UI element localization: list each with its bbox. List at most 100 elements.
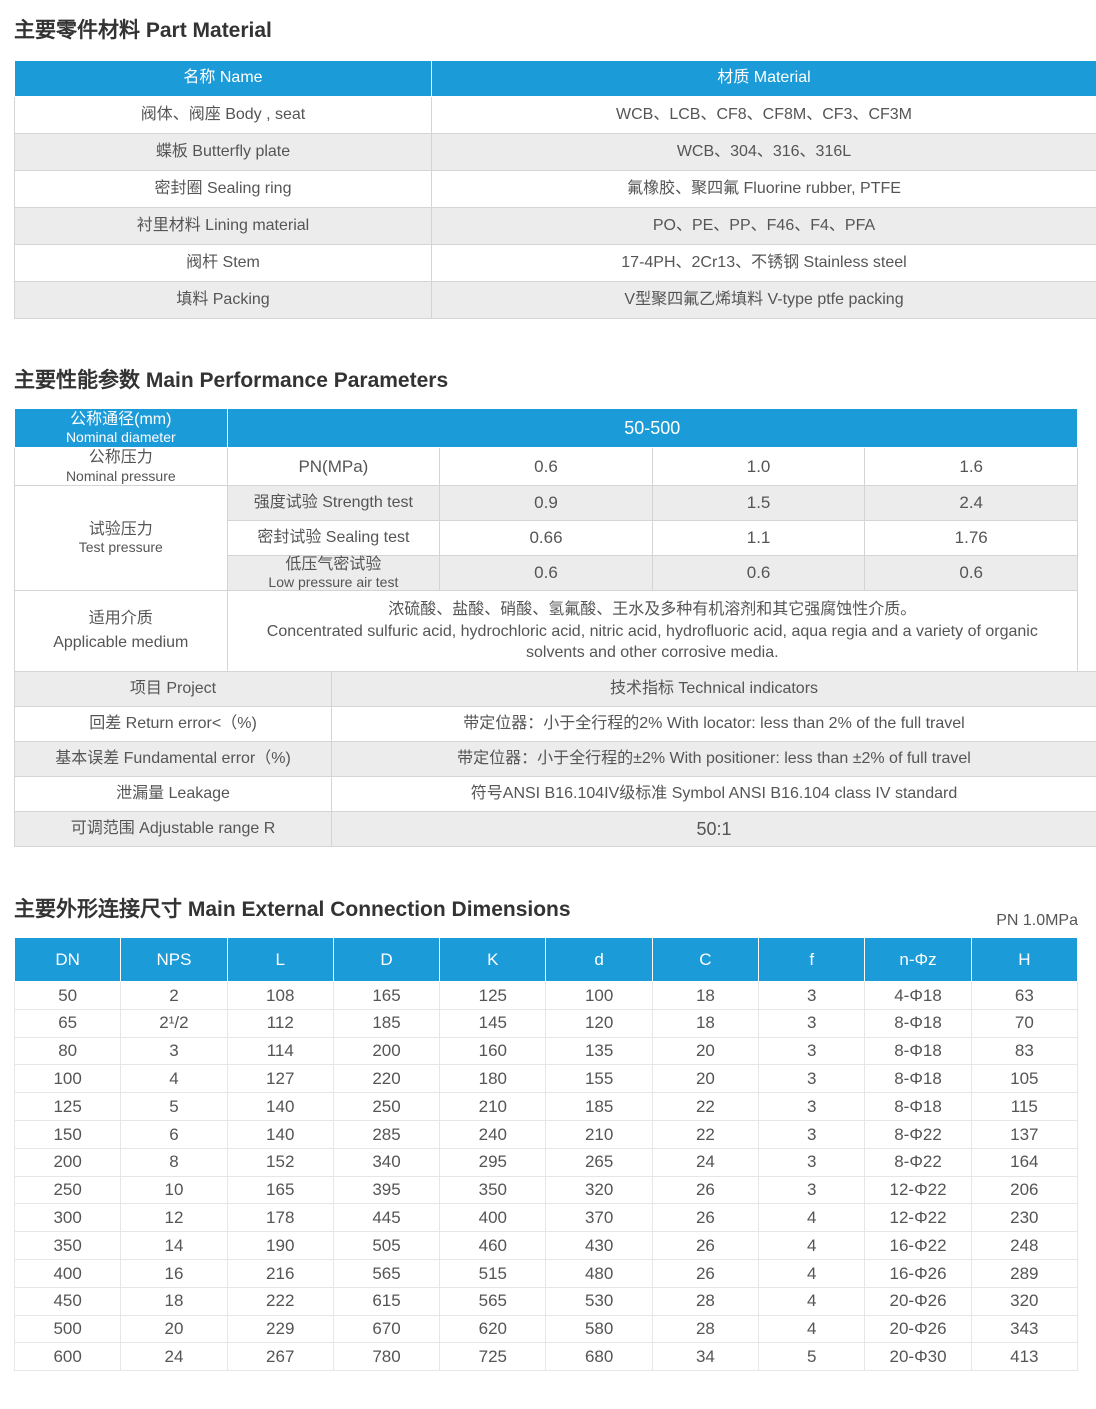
table-cell: 1.1 bbox=[651, 520, 866, 556]
table-cell: 413 bbox=[970, 1342, 1079, 1372]
table-cell: 蝶板 Butterfly plate bbox=[14, 133, 432, 171]
header-cell: f bbox=[758, 937, 866, 982]
table-cell: 8-Φ18 bbox=[864, 1064, 972, 1094]
table-cell: WCB、304、316、316L bbox=[431, 133, 1096, 171]
table-row: 400 16 216 565 515 480 26 4 16-Φ26 289 bbox=[13, 1258, 1079, 1288]
table-row: 65 2¹/2 112 185 145 120 18 3 8-Φ18 70 bbox=[13, 1008, 1079, 1038]
table-cell: 填料 Packing bbox=[14, 281, 432, 319]
header-row: 公称通径(mm) Nominal diameter 50-500 bbox=[14, 408, 1079, 448]
table-cell: 190 bbox=[226, 1231, 334, 1260]
table-row: 回差 Return error<（%) 带定位器：小于全行程的2% With lo… bbox=[14, 706, 1096, 742]
table-cell: 108 bbox=[226, 981, 334, 1010]
table-cell: 3 bbox=[758, 1092, 866, 1121]
table-cell: 65 bbox=[13, 1008, 122, 1038]
table-cell: 140 bbox=[226, 1092, 334, 1121]
table-cell: 50:1 bbox=[331, 811, 1096, 847]
table-cell: 185 bbox=[332, 1008, 441, 1038]
table-cell: 16-Φ26 bbox=[864, 1258, 972, 1288]
table-row: 250 10 165 395 350 320 26 3 12-Φ22 206 bbox=[13, 1175, 1079, 1205]
table-cell: 带定位器：小于全行程的±2% With positioner: less tha… bbox=[331, 741, 1096, 777]
header-cell: 公称通径(mm) Nominal diameter bbox=[14, 408, 228, 448]
table-cell: 530 bbox=[545, 1286, 653, 1316]
table-cell: 105 bbox=[970, 1064, 1079, 1094]
table-cell: 8-Φ18 bbox=[864, 1092, 972, 1121]
header-cell: 名称 Name bbox=[14, 60, 432, 97]
table-cell: 680 bbox=[545, 1342, 653, 1372]
table-cell: 267 bbox=[226, 1342, 334, 1372]
table-cell: 725 bbox=[439, 1342, 547, 1372]
cell-line: 浓硫酸、盐酸、硝酸、氢氟酸、王水及多种有机溶剂和其它强腐蚀性介质。 bbox=[388, 601, 917, 619]
table-cell: 580 bbox=[545, 1314, 653, 1344]
table-cell: 505 bbox=[332, 1231, 441, 1260]
table-row: 450 18 222 615 565 530 28 4 20-Φ26 320 bbox=[13, 1286, 1079, 1316]
table-cell: 20-Φ26 bbox=[864, 1314, 972, 1344]
header-cell: D bbox=[332, 937, 441, 982]
table-row: 项目 Project 技术指标 Technical indicators bbox=[14, 671, 1096, 707]
table-cell: 20 bbox=[651, 1064, 760, 1094]
table-cell: 350 bbox=[439, 1175, 547, 1205]
table-cell: 178 bbox=[226, 1203, 334, 1233]
table-cell: 216 bbox=[226, 1258, 334, 1288]
indicators-table: 项目 Project 技术指标 Technical indicators 回差 Re… bbox=[14, 671, 1096, 847]
table-cell: 2 bbox=[120, 981, 228, 1010]
table-cell: 5 bbox=[120, 1092, 228, 1121]
table-cell: WCB、LCB、CF8、CF8M、CF3、CF3M bbox=[431, 96, 1096, 134]
table-cell: 6 bbox=[120, 1119, 228, 1149]
table-cell: V型聚四氟乙烯填料 V-type ptfe packing bbox=[431, 281, 1096, 319]
table-cell: 343 bbox=[970, 1314, 1079, 1344]
table-cell: 125 bbox=[439, 981, 547, 1010]
table-cell: 20-Φ26 bbox=[864, 1286, 972, 1316]
table-cell: 240 bbox=[439, 1119, 547, 1149]
cell-line: Applicable medium bbox=[53, 634, 189, 652]
table-cell: 400 bbox=[13, 1258, 122, 1288]
table-row: 300 12 178 445 400 370 26 4 12-Φ22 230 bbox=[13, 1203, 1079, 1233]
table-row: 150 6 140 285 240 210 22 3 8-Φ22 137 bbox=[13, 1119, 1079, 1149]
table-cell: 1.76 bbox=[864, 520, 1078, 556]
table-cell: 3 bbox=[758, 981, 866, 1010]
section-title: 主要零件材料 Part Material bbox=[14, 19, 272, 42]
table-row: 衬里材料 Lining material PO、PE、PP、F46、F4、PFA bbox=[14, 207, 1096, 245]
table-cell: 565 bbox=[332, 1258, 441, 1288]
table-row: 50 2 108 165 125 100 18 3 4-Φ18 63 bbox=[13, 981, 1079, 1010]
table-cell: 28 bbox=[651, 1286, 760, 1316]
table-cell: 0.6 bbox=[864, 554, 1078, 592]
header-cell: DN bbox=[13, 937, 122, 982]
table-cell: 浓硫酸、盐酸、硝酸、氢氟酸、王水及多种有机溶剂和其它强腐蚀性介质。 Concent… bbox=[226, 590, 1079, 673]
table-cell: 565 bbox=[439, 1286, 547, 1316]
table-cell: 16 bbox=[120, 1258, 228, 1288]
table-cell: 4-Φ18 bbox=[864, 981, 972, 1010]
unit-note: PN 1.0MPa bbox=[996, 912, 1078, 929]
table-cell: 80 bbox=[13, 1036, 122, 1066]
table-cell: 18 bbox=[651, 1008, 760, 1038]
table-cell: 17-4PH、2Cr13、不锈钢 Stainless steel bbox=[431, 244, 1096, 282]
table-row: 600 24 267 780 725 680 34 5 20-Φ30 413 bbox=[13, 1342, 1079, 1372]
header-cell: NPS bbox=[120, 937, 228, 982]
table-row: 密封圈 Sealing ring 氟橡胶、聚四氟 Fluorine rubber,… bbox=[14, 170, 1096, 208]
table-cell: 基本误差 Fundamental error（%) bbox=[14, 741, 332, 777]
table-cell: 试验压力 Test pressure bbox=[14, 484, 228, 592]
table-cell: 220 bbox=[332, 1064, 441, 1094]
table-cell: 289 bbox=[970, 1258, 1079, 1288]
header-cell: C bbox=[651, 937, 760, 982]
header-cell: L bbox=[226, 937, 334, 982]
table-cell: 20 bbox=[120, 1314, 228, 1344]
table-cell: 295 bbox=[439, 1147, 547, 1177]
table-cell: 4 bbox=[758, 1231, 866, 1260]
table-cell: 3 bbox=[758, 1119, 866, 1149]
table-cell: 2¹/2 bbox=[120, 1008, 228, 1038]
table-cell: 强度试验 Strength test bbox=[226, 485, 441, 521]
table-cell: 0.9 bbox=[439, 485, 653, 521]
table-cell: 0.6 bbox=[651, 554, 866, 592]
table-cell: 250 bbox=[332, 1092, 441, 1121]
header-cell: d bbox=[545, 937, 653, 982]
table-row: 100 4 127 220 180 155 20 3 8-Φ18 105 bbox=[13, 1064, 1079, 1094]
table-row: 125 5 140 250 210 185 22 3 8-Φ18 115 bbox=[13, 1092, 1079, 1121]
table-cell: 430 bbox=[545, 1231, 653, 1260]
table-cell: 395 bbox=[332, 1175, 441, 1205]
table-cell: 34 bbox=[651, 1342, 760, 1372]
table-cell: 100 bbox=[545, 981, 653, 1010]
table-row: 试验压力 Test pressure 强度试验 Strength test 0.9 1.… bbox=[14, 484, 1078, 592]
section-title: 主要性能参数 Main Performance Parameters bbox=[14, 369, 449, 392]
